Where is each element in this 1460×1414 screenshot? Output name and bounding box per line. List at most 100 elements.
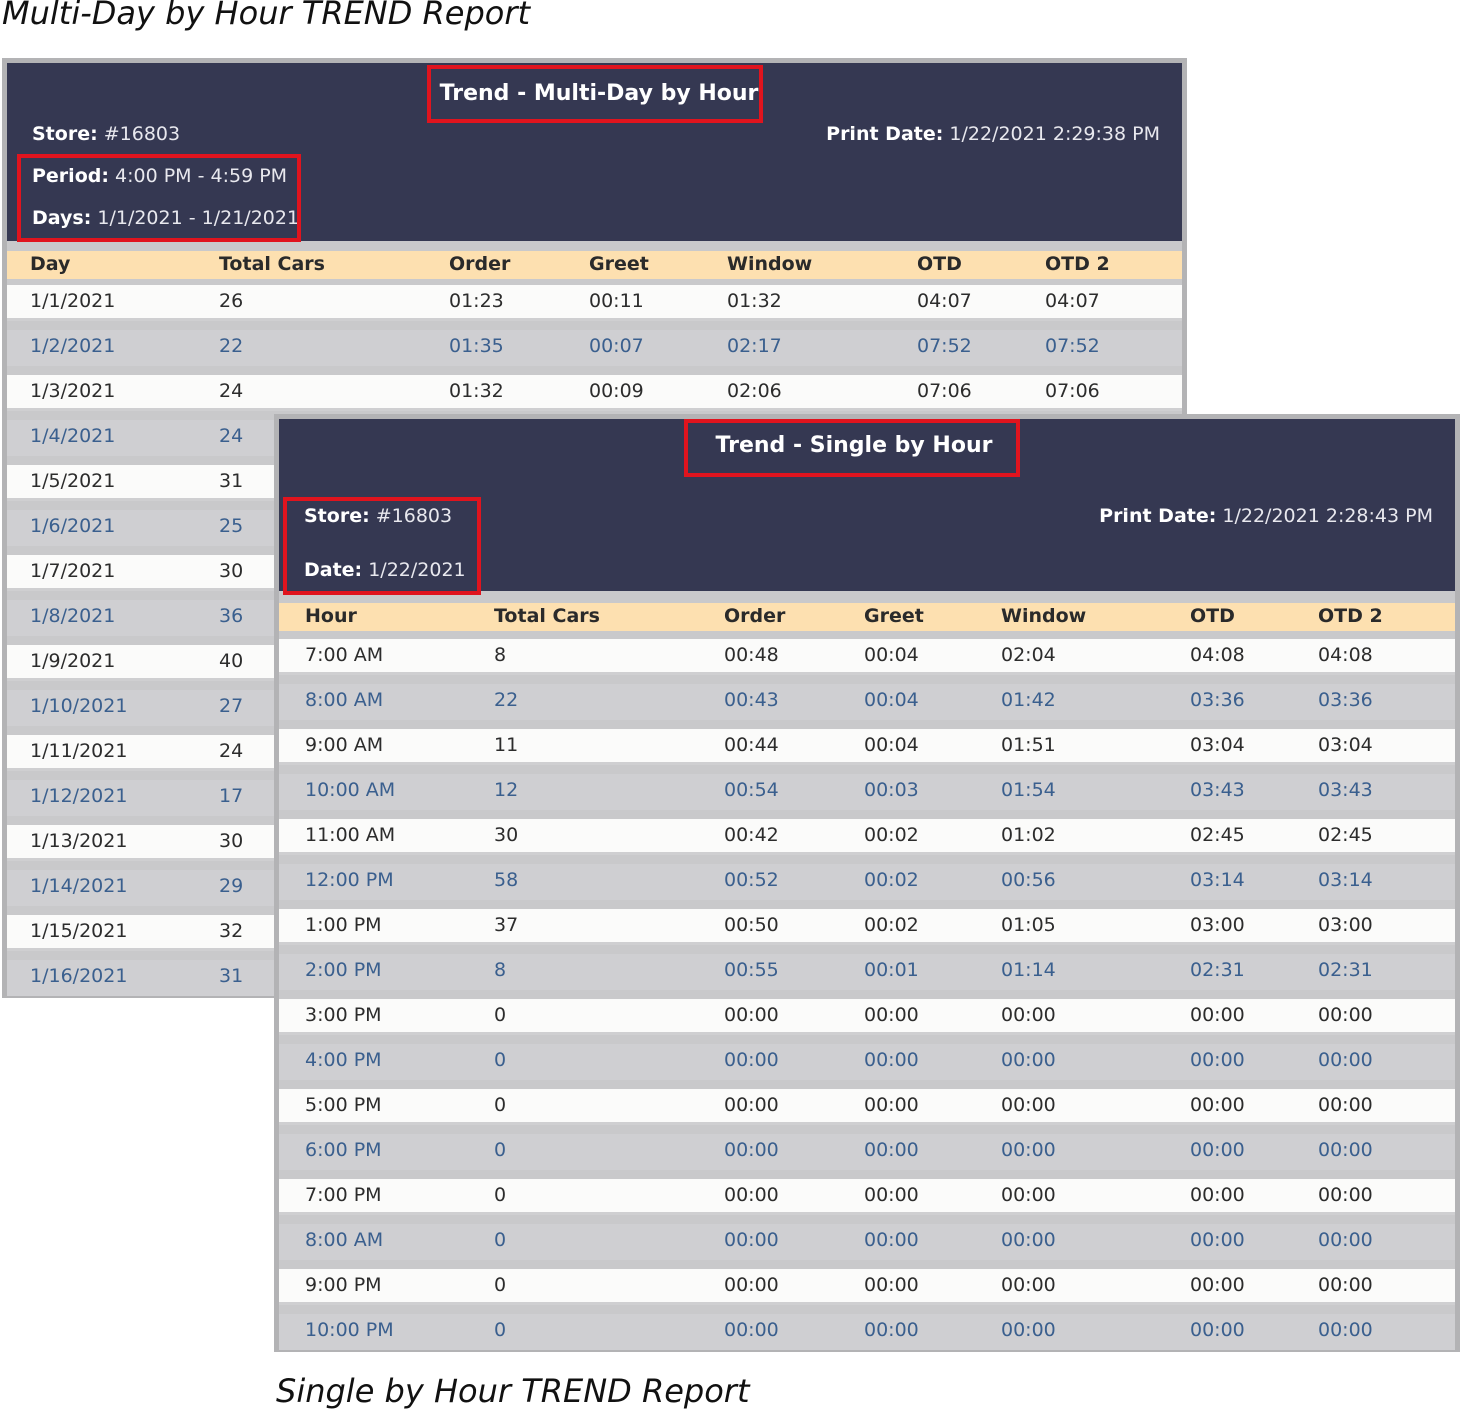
column-header[interactable]: Total Cars (219, 253, 325, 275)
table-row: 7:00 AM 8 00:48 00:04 02:04 04:08 04:08 (279, 639, 1455, 675)
column-header[interactable]: OTD (917, 253, 962, 275)
table-cell: 00:43 (724, 689, 779, 711)
table-row: 4:00 PM 0 00:00 00:00 00:00 00:00 00:00 (279, 1044, 1455, 1080)
table-cell: 00:09 (589, 380, 644, 402)
table-cell: 00:00 (1001, 1004, 1056, 1026)
table-cell: 00:00 (1190, 1319, 1245, 1341)
table-cell: 12 (494, 779, 519, 801)
store-value: #16803 (103, 123, 181, 145)
column-header[interactable]: Day (30, 253, 71, 275)
table-cell: 00:00 (1001, 1184, 1056, 1206)
table-cell: 00:00 (1001, 1274, 1056, 1296)
table-cell: 03:04 (1190, 734, 1245, 756)
table-cell: 9:00 AM (305, 734, 384, 756)
table-cell: 00:07 (589, 335, 644, 357)
table-cell: 01:02 (1001, 824, 1056, 846)
column-header[interactable]: Greet (864, 605, 924, 627)
table-cell: 02:04 (1001, 644, 1056, 666)
single-print-date: Print Date: 1/22/2021 2:28:43 PM (1099, 505, 1433, 527)
table-cell: 31 (219, 965, 244, 987)
multi-days: Days: 1/1/2021 - 1/21/2021 (32, 207, 299, 229)
table-cell: 00:04 (864, 644, 919, 666)
table-cell: 0 (494, 1004, 507, 1026)
column-header[interactable]: Order (449, 253, 511, 275)
table-cell: 00:02 (864, 869, 919, 891)
multi-column-header: Day Total Cars Order Greet Window OTD OTD 2 (7, 251, 1182, 279)
table-cell: 04:07 (917, 290, 972, 312)
bottom-caption: Single by Hour TREND Report (276, 1372, 750, 1410)
multi-report-header: Trend - Multi-Day by Hour Store: #16803 … (7, 63, 1182, 242)
single-report-title: Trend - Single by Hour (715, 433, 993, 458)
table-row: 8:00 AM 0 00:00 00:00 00:00 00:00 00:00 (279, 1224, 1455, 1260)
table-cell: 30 (494, 824, 519, 846)
table-row: 2:00 PM 8 00:55 00:01 01:14 02:31 02:31 (279, 954, 1455, 990)
table-cell: 36 (219, 605, 244, 627)
top-caption: Multi-Day by Hour TREND Report (2, 0, 531, 32)
table-cell: 7:00 AM (305, 644, 384, 666)
table-cell: 11 (494, 734, 519, 756)
table-cell: 5:00 PM (305, 1094, 382, 1116)
column-header[interactable]: Window (727, 253, 813, 275)
table-cell: 10:00 PM (305, 1319, 394, 1341)
column-header[interactable]: OTD (1190, 605, 1235, 627)
table-cell: 07:06 (917, 380, 972, 402)
column-header[interactable]: Greet (589, 253, 649, 275)
table-cell: 1/8/2021 (30, 605, 116, 627)
table-cell: 8 (494, 644, 507, 666)
table-cell: 00:04 (864, 734, 919, 756)
table-cell: 00:00 (724, 1094, 779, 1116)
table-cell: 03:36 (1190, 689, 1245, 711)
column-header[interactable]: Order (724, 605, 786, 627)
table-cell: 58 (494, 869, 519, 891)
date-label: Date: (304, 559, 363, 581)
table-cell: 00:00 (724, 1274, 779, 1296)
column-header[interactable]: Total Cars (494, 605, 600, 627)
table-cell: 00:00 (1318, 1274, 1373, 1296)
column-header[interactable]: OTD 2 (1045, 253, 1110, 275)
table-cell: 00:00 (1318, 1229, 1373, 1251)
table-cell: 00:00 (724, 1319, 779, 1341)
store-label: Store: (32, 123, 98, 145)
multi-store: Store: #16803 (32, 123, 180, 145)
table-row: 8:00 AM 22 00:43 00:04 01:42 03:36 03:36 (279, 684, 1455, 720)
highlight-box-title (684, 419, 1020, 477)
table-cell: 1/11/2021 (30, 740, 128, 762)
table-row: 10:00 AM 12 00:54 00:03 01:54 03:43 03:43 (279, 774, 1455, 810)
period-value: 4:00 PM - 4:59 PM (115, 165, 288, 187)
table-cell: 11:00 AM (305, 824, 396, 846)
column-header[interactable]: Window (1001, 605, 1087, 627)
table-cell: 2:00 PM (305, 959, 382, 981)
table-cell: 1/13/2021 (30, 830, 128, 852)
table-cell: 00:00 (1318, 1094, 1373, 1116)
table-cell: 17 (219, 785, 244, 807)
table-cell: 07:52 (917, 335, 972, 357)
table-row: 10:00 PM 0 00:00 00:00 00:00 00:00 00:00 (279, 1314, 1455, 1350)
table-cell: 6:00 PM (305, 1139, 382, 1161)
table-cell: 00:04 (864, 689, 919, 711)
store-value: #16803 (375, 505, 453, 527)
highlight-box-store-date (283, 497, 481, 595)
table-cell: 00:00 (864, 1319, 919, 1341)
column-header[interactable]: OTD 2 (1318, 605, 1383, 627)
table-cell: 04:08 (1190, 644, 1245, 666)
single-report-header: Trend - Single by Hour Store: #16803 Pri… (279, 419, 1455, 595)
date-value: 1/22/2021 (368, 559, 466, 581)
table-cell: 10:00 AM (305, 779, 396, 801)
multi-report-title: Trend - Multi-Day by Hour (439, 81, 759, 106)
table-cell: 01:23 (449, 290, 504, 312)
column-header[interactable]: Hour (305, 605, 357, 627)
table-cell: 12:00 PM (305, 869, 394, 891)
table-cell: 1/14/2021 (30, 875, 128, 897)
table-cell: 0 (494, 1184, 507, 1206)
table-cell: 00:00 (1190, 1004, 1245, 1026)
table-cell: 40 (219, 650, 244, 672)
table-row: 6:00 PM 0 00:00 00:00 00:00 00:00 00:00 (279, 1134, 1455, 1170)
table-cell: 00:00 (1318, 1184, 1373, 1206)
table-cell: 22 (494, 689, 519, 711)
table-cell: 01:32 (449, 380, 504, 402)
table-cell: 27 (219, 695, 244, 717)
table-cell: 03:43 (1318, 779, 1373, 801)
table-cell: 00:00 (1190, 1184, 1245, 1206)
table-cell: 03:14 (1318, 869, 1373, 891)
table-cell: 00:00 (1001, 1094, 1056, 1116)
